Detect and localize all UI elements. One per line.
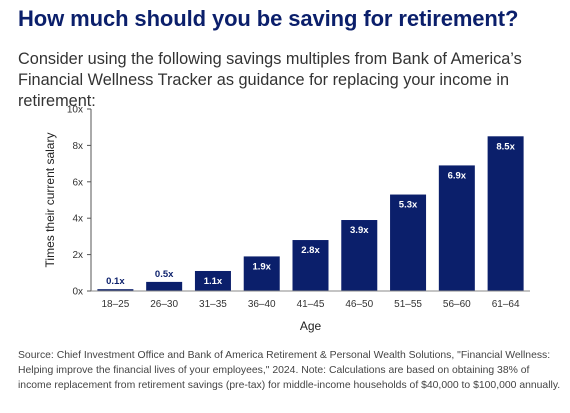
bars: 0.1x 0.5x 1.1x 1.9x 2.8x 3.9x 5.3x 6.9x 8.5x	[97, 136, 524, 291]
x-tick-label: 56–60	[443, 299, 471, 310]
bar	[194, 270, 231, 291]
y-axis: 0x 2x 4x 6x 8x 10x	[67, 105, 92, 298]
y-tick-label: 8x	[72, 141, 83, 152]
y-tick-label: 10x	[67, 105, 83, 116]
y-tick-label: 0x	[72, 287, 83, 298]
bar-value-label: 3.9x	[350, 225, 369, 236]
bar	[243, 256, 280, 291]
bar	[487, 136, 524, 291]
bar-value-label: 8.5x	[496, 141, 515, 152]
bar	[97, 289, 134, 291]
x-tick-label: 36–40	[248, 299, 276, 310]
bar-value-label: 6.9x	[448, 170, 467, 181]
x-tick-label: 51–55	[394, 299, 422, 310]
bar-value-label: 0.1x	[106, 276, 125, 287]
bar	[146, 281, 183, 291]
y-tick-label: 4x	[72, 214, 83, 225]
savings-multiples-chart: 0x 2x 4x 6x 8x 10x 0.1x 0.5x 1.1x 1.9x 2.8x 3.9x 5.…	[43, 105, 530, 333]
bar-value-label: 0.5x	[155, 269, 174, 280]
x-tick-label: 41–45	[297, 299, 325, 310]
bar	[341, 220, 378, 291]
x-tick-label: 31–35	[199, 299, 227, 310]
x-axis: 18–25 26–30 31–35 36–40 41–45 46–50 51–55 56–60…	[91, 290, 530, 310]
y-axis-title: Times their current salary	[43, 133, 57, 268]
bar-value-label: 1.9x	[252, 261, 271, 272]
x-axis-title: Age	[300, 319, 322, 333]
x-tick-label: 46–50	[345, 299, 373, 310]
x-tick-label: 61–64	[492, 299, 520, 310]
bar-value-label: 1.1x	[204, 276, 223, 287]
x-tick-label: 18–25	[101, 299, 129, 310]
source-note: Source: Chief Investment Office and Bank…	[18, 350, 561, 391]
bar-value-label: 2.8x	[301, 245, 320, 256]
bar	[390, 194, 427, 291]
x-tick-label: 26–30	[150, 299, 178, 310]
bar	[438, 165, 475, 291]
bar-value-label: 5.3x	[399, 200, 418, 211]
y-tick-label: 2x	[72, 250, 83, 261]
y-tick-label: 6x	[72, 177, 83, 188]
bar	[292, 240, 329, 291]
page-subtitle: Consider using the following savings mul…	[18, 50, 522, 110]
page-title: How much should you be saving for retire…	[18, 6, 519, 31]
